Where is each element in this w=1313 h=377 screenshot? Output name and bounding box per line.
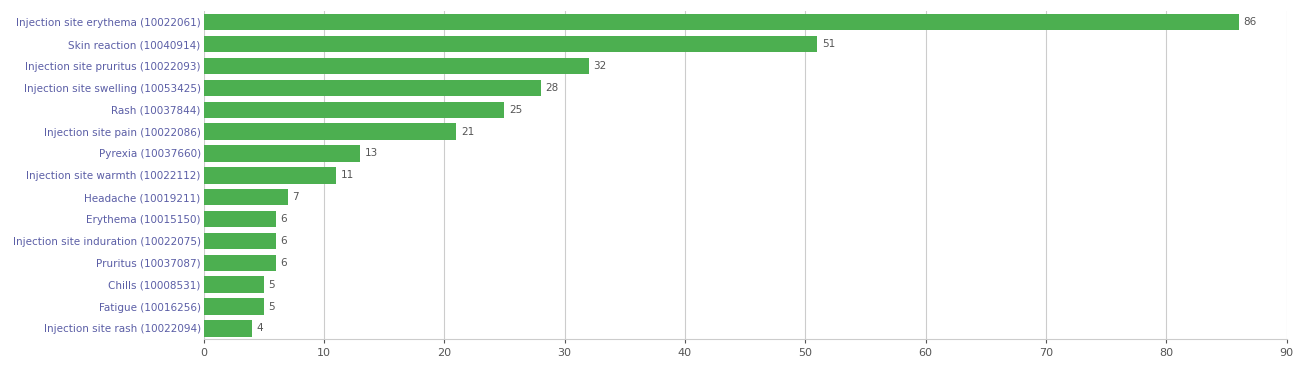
Text: 5: 5 <box>268 280 276 290</box>
Bar <box>204 36 817 52</box>
Bar <box>204 211 276 227</box>
Text: 13: 13 <box>365 149 378 158</box>
Bar <box>204 167 336 184</box>
Text: 7: 7 <box>293 192 299 202</box>
Text: 32: 32 <box>593 61 607 71</box>
Bar <box>204 80 541 96</box>
Bar <box>204 123 457 140</box>
Bar <box>204 254 276 271</box>
Text: 28: 28 <box>545 83 558 93</box>
Text: 51: 51 <box>822 39 835 49</box>
Bar <box>204 58 588 74</box>
Text: 6: 6 <box>281 258 288 268</box>
Text: 6: 6 <box>281 236 288 246</box>
Text: 5: 5 <box>268 302 276 311</box>
Bar <box>204 298 264 315</box>
Bar <box>204 14 1238 31</box>
Text: 11: 11 <box>340 170 355 180</box>
Text: 6: 6 <box>281 214 288 224</box>
Text: 4: 4 <box>256 323 263 333</box>
Text: 86: 86 <box>1243 17 1257 27</box>
Text: 21: 21 <box>461 127 474 136</box>
Bar <box>204 101 504 118</box>
Text: 25: 25 <box>509 105 523 115</box>
Bar <box>204 320 252 337</box>
Bar <box>204 233 276 249</box>
Bar <box>204 276 264 293</box>
Bar <box>204 145 360 162</box>
Bar <box>204 189 288 205</box>
